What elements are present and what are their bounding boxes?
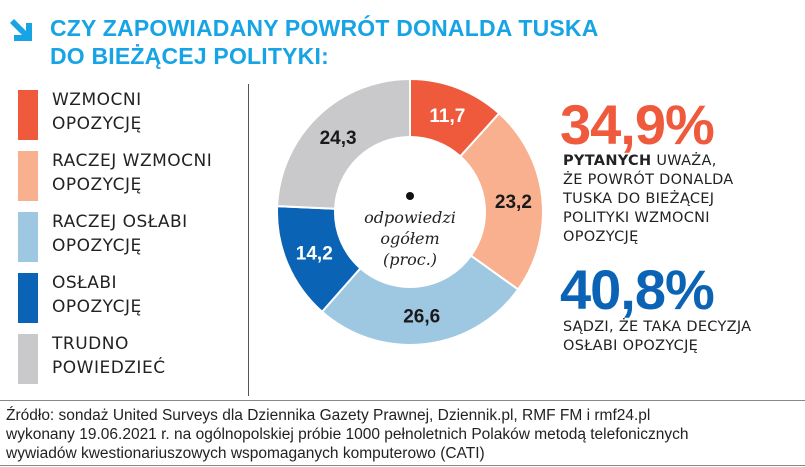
donut-slice [320,254,520,345]
legend-label: RACZEJ OSŁABI OPOZYCJĘ [52,210,188,258]
donut-slice [276,77,411,210]
desc-line: UWAŻA, [651,153,717,169]
legend-item: RACZEJ WZMOCNI OPOZYCJĘ [16,147,244,208]
center-label: ogółem [380,229,439,248]
highlight-desc-2: SĄDZI, ŻE TAKA DECYZJA OSŁABI OPOZYCJĘ [563,318,751,356]
legend-label-line: WZMOCNI [52,90,142,110]
source-line: wywiadów kwestionariuszowych wspomaganyc… [6,445,485,462]
source-note: Źródło: sondaż United Surveys dla Dzienn… [6,406,688,463]
legend-item: OSŁABI OPOZYCJĘ [16,269,244,330]
donut-chart: 11,7 23,2 26,6 14,2 24,3 odpowiedzi ogółem (pro… [276,77,544,345]
legend-label-line: RACZEJ WZMOCNI [52,151,213,171]
title-line-2: DO BIEŻĄCEJ POLITYKI: [50,43,329,69]
title-line-1: CZY ZAPOWIADANY POWRÓT DONALDA TUSKA [50,15,599,41]
center-label: (proc.) [383,250,437,269]
slice-label: 26,6 [403,306,440,327]
legend-label-line: OSŁABI [52,273,118,293]
center-label: odpowiedzi [364,208,456,227]
legend-label-line: RACZEJ OSŁABI [52,212,188,232]
highlight-bold: PYTANYCH [563,153,652,169]
desc-line: POLITYKI WZMOCNI [563,210,710,226]
source-line: Źródło: sondaż United Surveys dla Dzienn… [6,407,651,424]
divider [0,465,805,466]
legend-label: OSŁABI OPOZYCJĘ [52,271,142,319]
desc-line: OSŁABI OPOZYCJĘ [563,338,699,354]
highlight-value-1: 34,9% [560,93,715,156]
legend-label-line: OPOZYCJĘ [52,236,142,256]
desc-line: TUSKA DO BIEŻĄCEJ [563,191,715,207]
chart-title: CZY ZAPOWIADANY POWRÓT DONALDA TUSKA DO … [50,14,599,70]
donut-slice [458,111,544,291]
divider [0,400,805,401]
legend-swatch [18,273,38,323]
legend-item: RACZEJ OSŁABI OPOZYCJĘ [16,208,244,269]
slice-label: 14,2 [296,244,333,265]
legend: WZMOCNI OPOZYCJĘ RACZEJ WZMOCNI OPOZYCJĘ RAC… [16,86,244,391]
desc-line: ŻE POWRÓT DONALDA [563,172,734,188]
slice-label: 23,2 [495,192,532,213]
legend-swatch [18,151,38,201]
legend-swatch [18,334,38,384]
slice-label: 11,7 [429,106,465,127]
highlight-value-2: 40,8% [560,258,715,321]
legend-item: WZMOCNI OPOZYCJĘ [16,86,244,147]
center-dot [406,192,414,200]
arrow-down-right-icon [10,19,32,41]
slice-label: 24,3 [320,128,357,149]
legend-label-line: TRUDNO [52,334,129,354]
divider [248,84,249,396]
legend-swatch [18,90,38,140]
desc-line: SĄDZI, ŻE TAKA DECYZJA [563,319,752,335]
legend-label: TRUDNO POWIEDZIEĆ [52,332,166,380]
legend-label: WZMOCNI OPOZYCJĘ [52,88,142,136]
legend-label-line: OPOZYCJĘ [52,297,142,317]
legend-swatch [18,212,38,262]
source-line: wykonany 19.06.2021 r. na ogólnopolskiej… [6,426,689,443]
legend-label: RACZEJ WZMOCNI OPOZYCJĘ [52,149,212,197]
highlight-desc-1: PYTANYCH UWAŻA, ŻE POWRÓT DONALDA TUSKA … [563,152,734,247]
legend-label-line: POWIEDZIEĆ [52,358,166,378]
legend-label-line: OPOZYCJĘ [52,114,142,134]
legend-label-line: OPOZYCJĘ [52,175,142,195]
legend-item: TRUDNO POWIEDZIEĆ [16,330,244,391]
desc-line: OPOZYCJĘ [563,229,639,245]
